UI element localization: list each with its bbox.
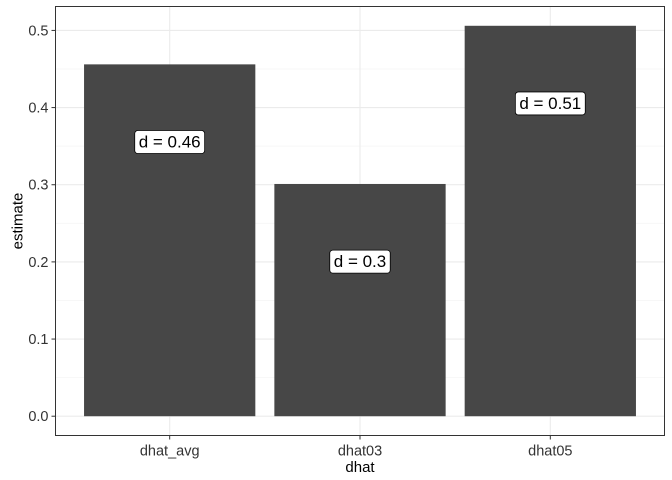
bar-label-text: d = 0.51: [519, 94, 581, 113]
y-tick-label: 0.4: [28, 101, 48, 117]
bars: [84, 25, 636, 417]
bar-dhat03: [274, 183, 446, 417]
bar-label-box: [514, 91, 586, 116]
x-tick-label: dhat03: [338, 444, 382, 460]
bar-dhat05: [464, 25, 636, 417]
bar-label-box: [329, 249, 391, 274]
bar-label-text: d = 0.46: [139, 133, 201, 152]
x-axis-title: dhat: [345, 459, 375, 476]
y-tick-label: 0.3: [28, 178, 48, 194]
bar-label: d = 0.3: [329, 249, 391, 274]
y-tick-label: 0.5: [28, 23, 48, 39]
bar-dhat_avg: [84, 64, 256, 417]
bar-label: d = 0.46: [134, 130, 206, 154]
y-axis-title: estimate: [9, 193, 26, 250]
bar-labels: d = 0.46 d = 0.3 d = 0.51: [134, 91, 586, 274]
x-axis: dhat_avg dhat03 dhat05: [140, 435, 572, 460]
y-tick-label: 0.0: [28, 409, 48, 425]
y-axis: 0.0 0.1 0.2 0.3 0.4 0.5: [28, 23, 56, 425]
bar-label-box: [134, 130, 206, 154]
y-tick-label: 0.2: [28, 255, 48, 271]
bar-label: d = 0.51: [514, 91, 586, 116]
y-tick-label: 0.1: [28, 332, 48, 348]
bar-label-text: d = 0.3: [334, 252, 386, 271]
x-tick-label: dhat05: [528, 444, 572, 460]
x-tick-label: dhat_avg: [140, 444, 200, 460]
